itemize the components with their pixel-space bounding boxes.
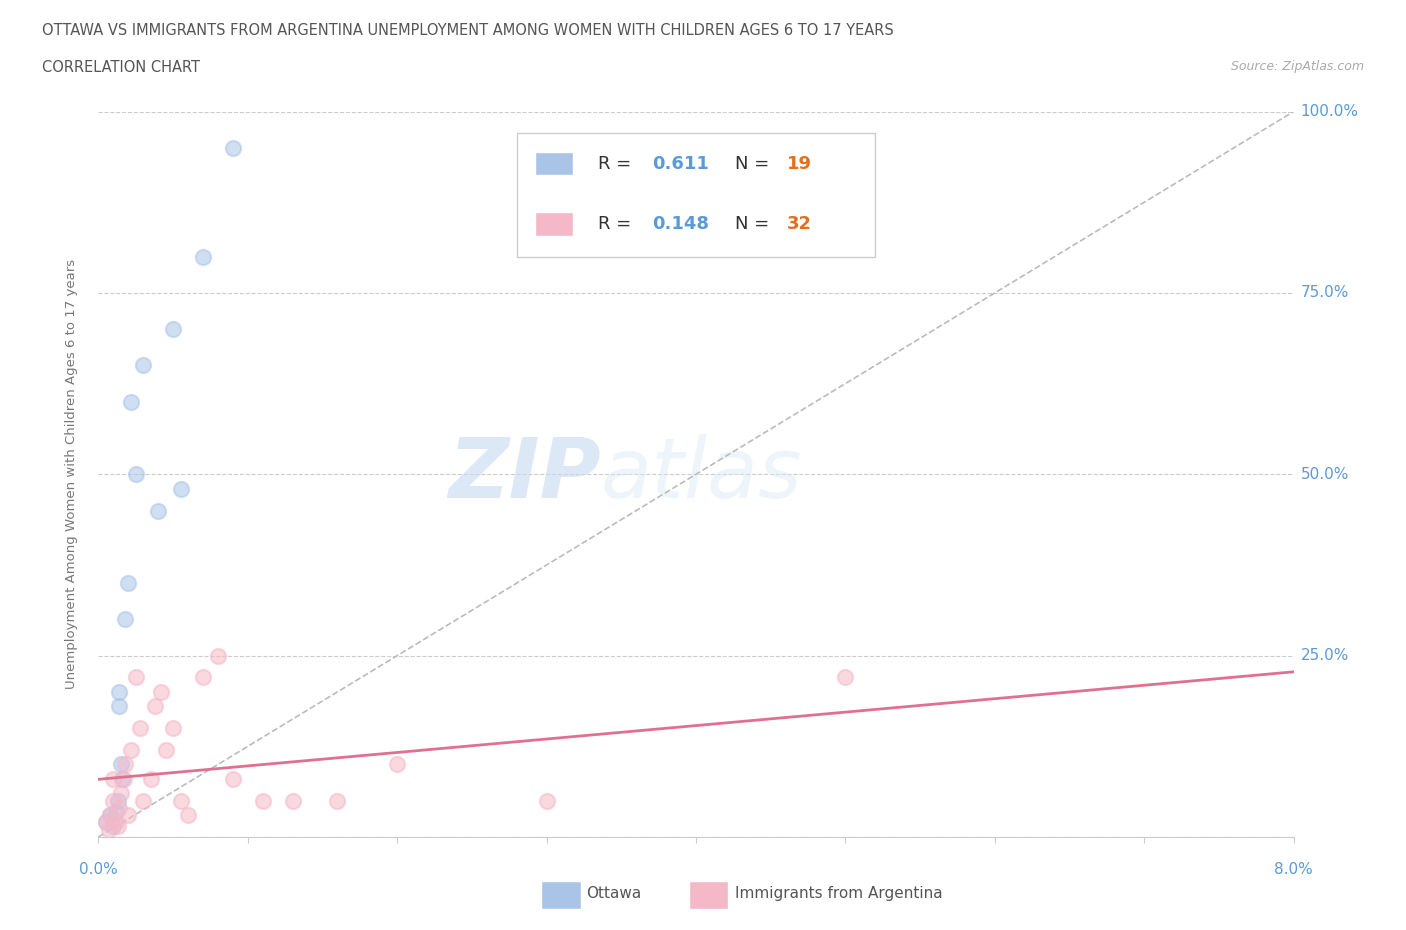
Point	[129, 721, 152, 736]
Text: Immigrants from Argentina: Immigrants from Argentina	[735, 886, 943, 901]
Point	[125, 467, 148, 482]
Point	[111, 772, 134, 787]
Point	[108, 684, 131, 699]
Point	[98, 808, 122, 823]
Text: 19: 19	[787, 154, 811, 173]
Text: OTTAWA VS IMMIGRANTS FROM ARGENTINA UNEMPLOYMENT AMONG WOMEN WITH CHILDREN AGES : OTTAWA VS IMMIGRANTS FROM ARGENTINA UNEM…	[42, 23, 894, 38]
Point	[148, 503, 170, 518]
Text: 25.0%: 25.0%	[1301, 648, 1348, 663]
Text: 50.0%: 50.0%	[1301, 467, 1348, 482]
Point	[114, 757, 136, 772]
Text: ZIP: ZIP	[447, 433, 600, 515]
Point	[98, 808, 122, 823]
Point	[103, 818, 125, 833]
Point	[97, 822, 120, 837]
Point	[112, 772, 135, 787]
Point	[191, 249, 214, 264]
Text: N =: N =	[735, 215, 769, 233]
Point	[108, 801, 131, 816]
Point	[132, 793, 155, 808]
Text: R =: R =	[598, 215, 631, 233]
Point	[108, 699, 131, 714]
Point	[150, 684, 173, 699]
Y-axis label: Unemployment Among Women with Children Ages 6 to 17 years: Unemployment Among Women with Children A…	[65, 259, 77, 689]
Point	[281, 793, 304, 808]
Text: 0.148: 0.148	[652, 215, 709, 233]
Text: CORRELATION CHART: CORRELATION CHART	[42, 60, 200, 75]
Text: N =: N =	[735, 154, 769, 173]
Point	[169, 482, 191, 497]
FancyBboxPatch shape	[534, 153, 572, 176]
Point	[536, 793, 558, 808]
Point	[177, 808, 200, 823]
Point	[385, 757, 409, 772]
Point	[105, 804, 128, 819]
Point	[103, 772, 125, 787]
Point	[252, 793, 274, 808]
Text: 0.0%: 0.0%	[79, 862, 118, 877]
Text: Ottawa: Ottawa	[586, 886, 641, 901]
Text: 100.0%: 100.0%	[1301, 104, 1358, 119]
Text: Source: ZipAtlas.com: Source: ZipAtlas.com	[1230, 60, 1364, 73]
Point	[110, 786, 132, 801]
Point	[207, 648, 229, 663]
Point	[326, 793, 349, 808]
Point	[117, 808, 139, 823]
Text: 32: 32	[787, 215, 811, 233]
Point	[834, 670, 856, 684]
Point	[110, 757, 132, 772]
Text: 8.0%: 8.0%	[1274, 862, 1313, 877]
Point	[125, 670, 148, 684]
Text: 75.0%: 75.0%	[1301, 286, 1348, 300]
Text: 0.611: 0.611	[652, 154, 709, 173]
Point	[139, 772, 162, 787]
FancyBboxPatch shape	[534, 212, 572, 235]
FancyBboxPatch shape	[517, 133, 875, 257]
Point	[191, 670, 214, 684]
Point	[143, 699, 166, 714]
Point	[222, 140, 245, 155]
Point	[120, 394, 142, 409]
Point	[107, 793, 129, 808]
Point	[103, 793, 125, 808]
Point	[155, 742, 177, 757]
Point	[105, 815, 128, 830]
Point	[94, 815, 117, 830]
Point	[107, 818, 129, 833]
Point	[114, 612, 136, 627]
Point	[162, 721, 184, 736]
Point	[120, 742, 142, 757]
Text: R =: R =	[598, 154, 631, 173]
Point	[94, 815, 117, 830]
Text: atlas: atlas	[600, 433, 801, 515]
Point	[162, 322, 184, 337]
Point	[117, 576, 139, 591]
Point	[132, 358, 155, 373]
Point	[222, 772, 245, 787]
Point	[169, 793, 191, 808]
